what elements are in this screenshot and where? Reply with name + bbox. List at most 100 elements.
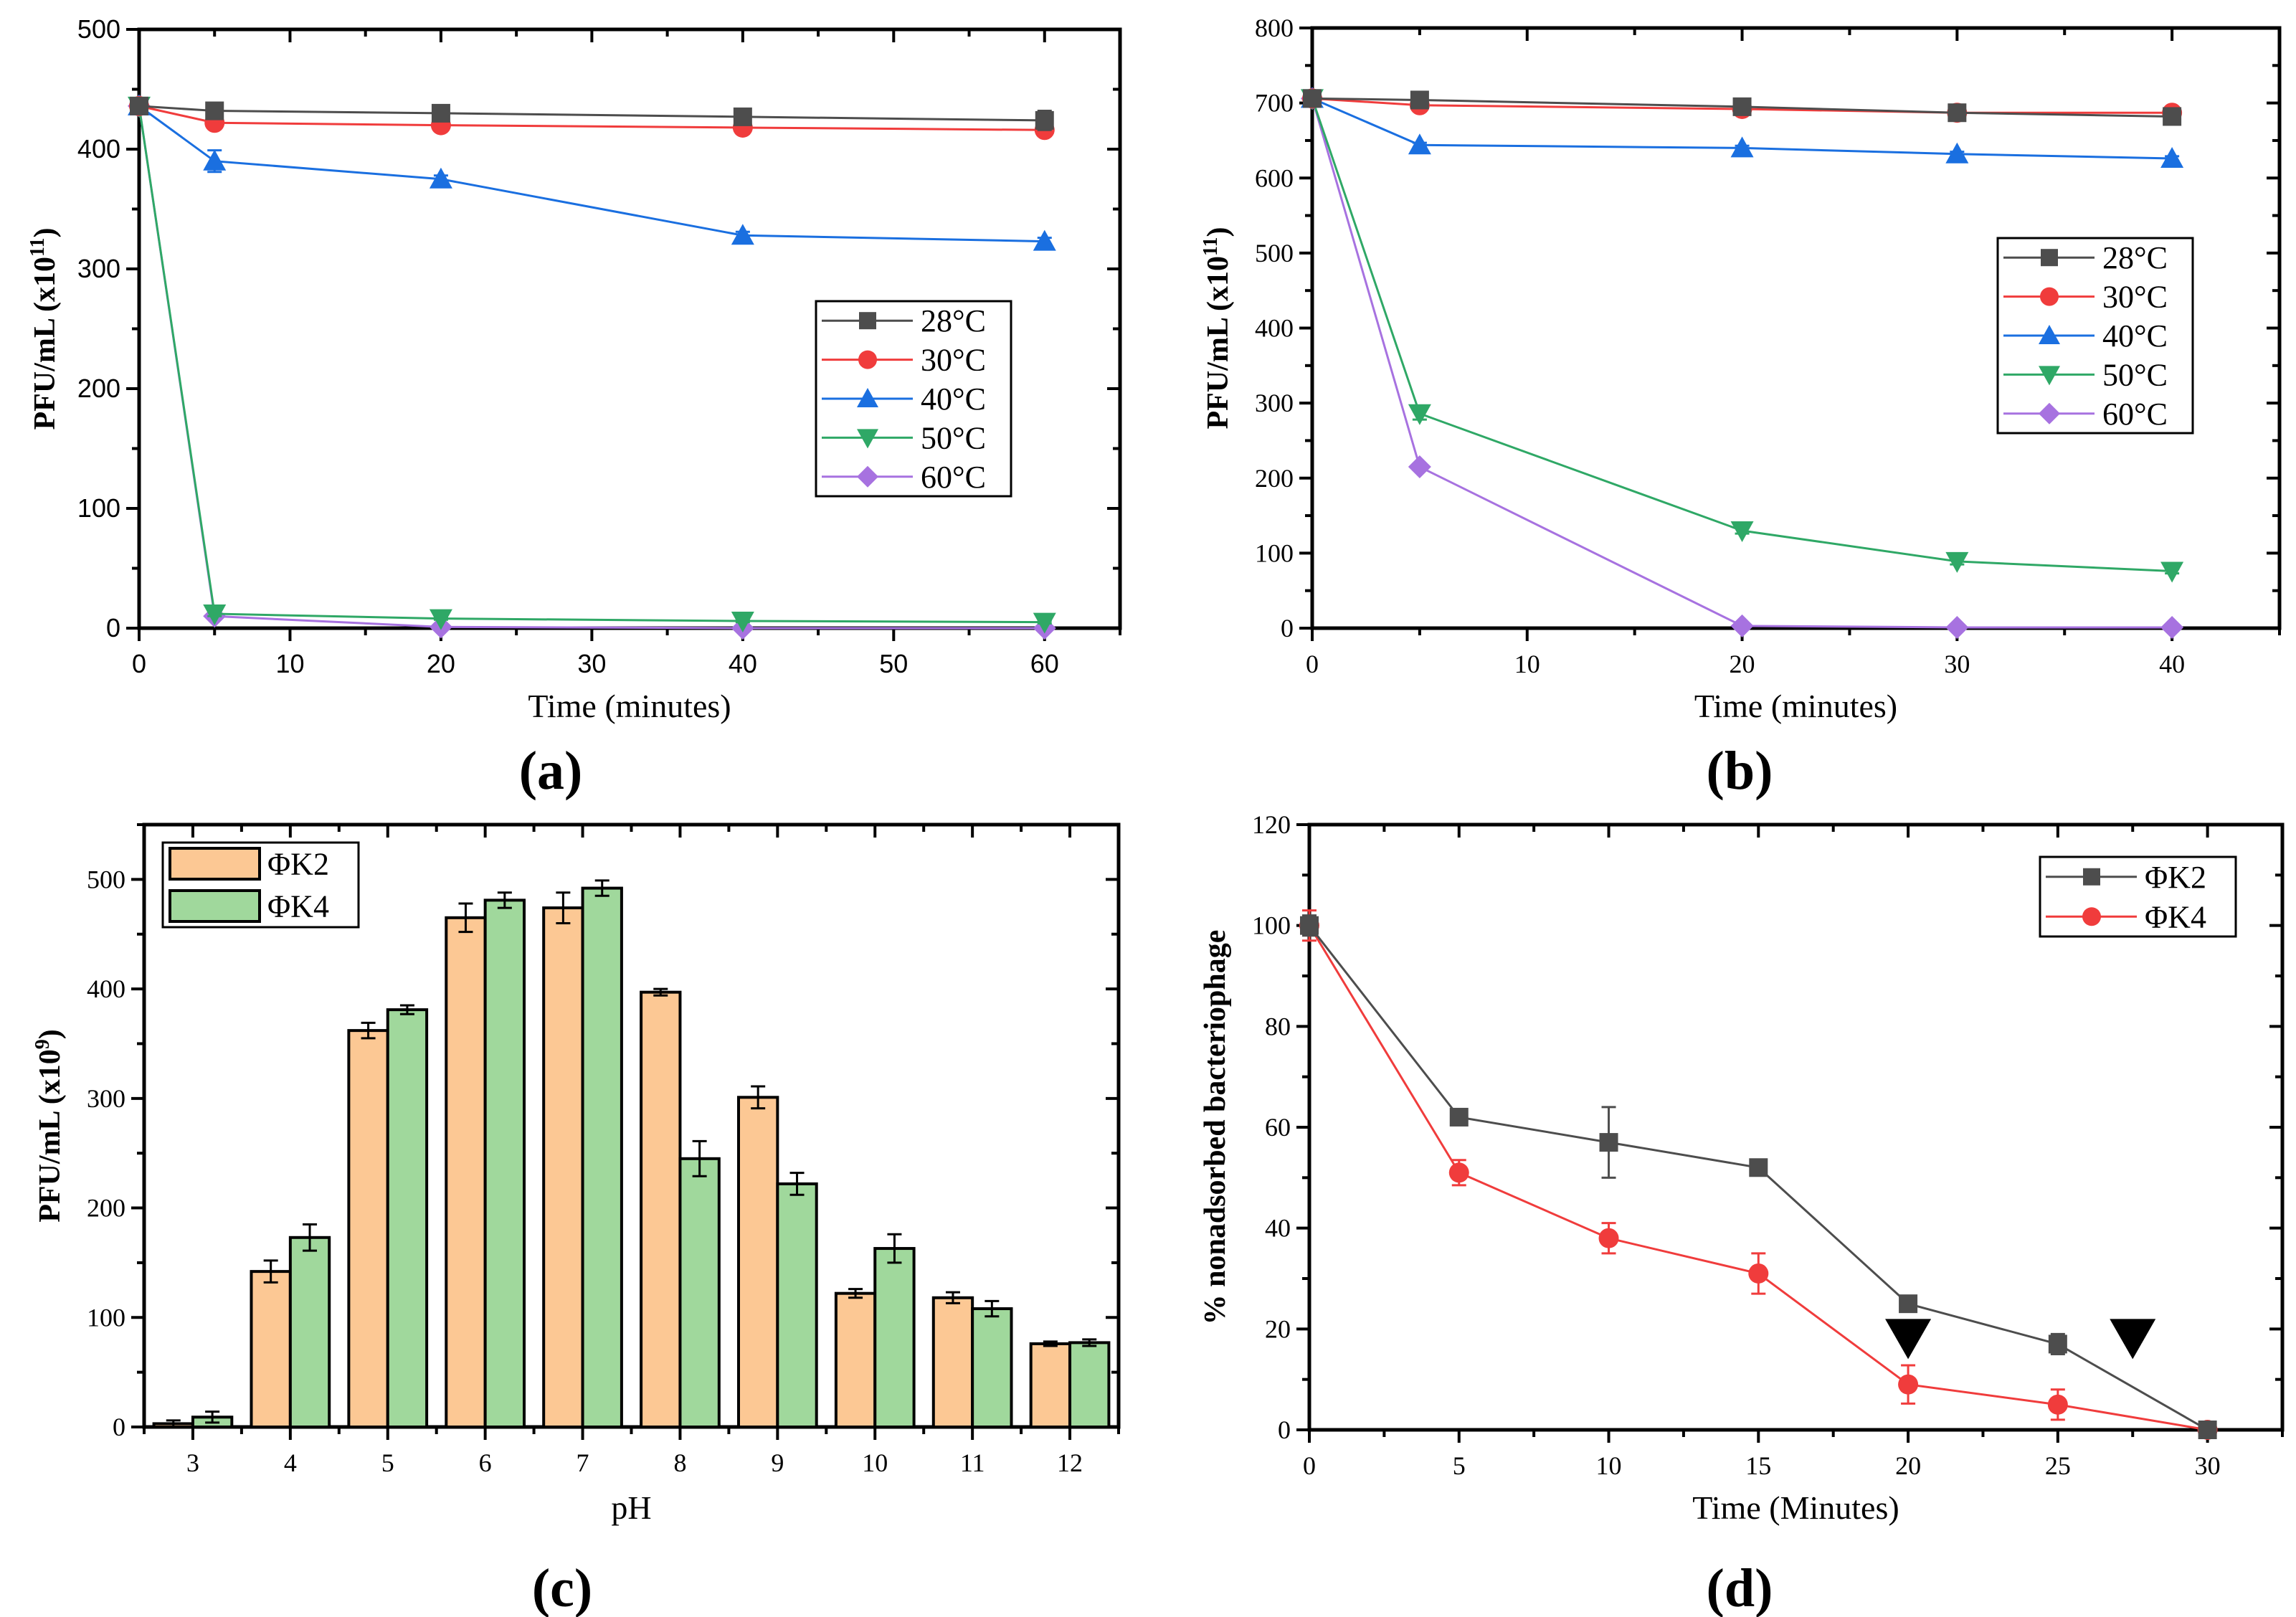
x-tick-label: 7: [577, 1448, 589, 1477]
diamond-marker-icon: [857, 465, 878, 488]
x-tick-label: 9: [771, 1448, 784, 1477]
arrowhead-down-icon: [1885, 1319, 1932, 1360]
y-tick-label: 800: [1255, 14, 1294, 42]
x-tick-label: 20: [1730, 650, 1755, 678]
circle-marker-icon: [858, 350, 877, 369]
legend-item: 40°C: [822, 381, 986, 417]
y-tick-label: 100: [87, 1303, 125, 1332]
x-tick-label: 12: [1057, 1448, 1083, 1477]
y-axis-title-close: ): [29, 228, 62, 238]
panel-label: (b): [1707, 741, 1773, 801]
data-point: [205, 101, 224, 120]
data-point: [2160, 561, 2184, 583]
x-tick-label: 30: [2195, 1451, 2221, 1480]
bar-ΦK2: [250, 1270, 292, 1429]
bar-ΦK2: [445, 916, 487, 1429]
x-tick-label: 0: [1303, 1451, 1316, 1480]
data-point: [1945, 142, 1969, 163]
data-point: [1448, 1162, 1469, 1183]
diamond-marker-icon: [2039, 402, 2060, 425]
legend-item: 30°C: [822, 343, 986, 378]
bar-ΦK4: [873, 1247, 916, 1429]
legend-item: 30°C: [2003, 280, 2168, 315]
y-tick-label: 0: [1278, 1416, 1291, 1444]
y-tick-label: 80: [1265, 1012, 1291, 1040]
legend-label: 60°C: [2102, 397, 2168, 432]
arrowhead-down-icon: [2110, 1319, 2156, 1360]
legend-label: 60°C: [921, 460, 986, 495]
y-tick-label: 500: [77, 14, 120, 44]
legend-label: ΦK4: [2145, 899, 2206, 934]
legend-swatch: [169, 889, 261, 923]
y-tick-label: 300: [87, 1084, 125, 1113]
y-tick-label: 300: [1255, 389, 1294, 417]
y-axis-title-exponent: 11: [1200, 237, 1222, 256]
series-60°C: [1301, 87, 2184, 639]
data-point: [1730, 136, 1754, 158]
legend-item: 60°C: [822, 460, 986, 495]
data-point: [429, 167, 452, 189]
y-tick-label: 200: [87, 1194, 125, 1223]
square-marker-icon: [2041, 249, 2058, 267]
triangle-up-marker-icon: [2039, 325, 2060, 344]
legend-label: 28°C: [2102, 240, 2168, 275]
y-tick-label: 0: [1281, 614, 1294, 642]
legend-item: 60°C: [2003, 397, 2168, 432]
legend-label: 50°C: [2102, 357, 2168, 392]
bar-group-pH-5: [347, 1004, 429, 1429]
bar-group-pH-10: [834, 1233, 916, 1429]
data-point: [1748, 1263, 1769, 1284]
y-tick-label: 400: [77, 134, 120, 163]
bar-group-pH-3: [152, 1410, 234, 1429]
y-tick-label: 120: [1252, 810, 1291, 839]
bar-ΦK2: [834, 1291, 877, 1428]
bar-ΦK4: [776, 1182, 818, 1428]
data-point: [431, 103, 450, 123]
data-point: [1033, 229, 1056, 251]
data-point: [1899, 1294, 1918, 1314]
data-point: [2163, 107, 2182, 126]
legend-label: 28°C: [921, 303, 986, 338]
y-tick-label: 40: [1265, 1214, 1291, 1243]
data-point: [1898, 1374, 1919, 1395]
legend-item: 28°C: [2003, 240, 2168, 275]
series-line: [1308, 924, 2208, 1431]
bar-group-pH-12: [1029, 1338, 1111, 1429]
bar-ΦK4: [581, 886, 623, 1428]
data-point: [731, 611, 754, 632]
data-point: [1732, 97, 1752, 116]
x-tick-label: 40: [729, 649, 757, 678]
legend-item: 50°C: [2003, 357, 2168, 392]
x-axis-title: Time (minutes): [1694, 688, 1897, 724]
bar-ΦK4: [386, 1008, 429, 1429]
bar-ΦK2: [347, 1029, 389, 1429]
y-tick-label: 500: [1255, 239, 1294, 267]
legend-item: 28°C: [822, 303, 986, 338]
series-28°C: [1303, 89, 2182, 126]
legend-label: ΦK4: [267, 889, 329, 924]
y-axis-title: PFU/mL (x109): [32, 1029, 67, 1222]
bar-ΦK2: [1029, 1342, 1072, 1428]
data-point: [1035, 110, 1054, 130]
x-tick-label: 30: [1944, 650, 1970, 678]
data-point: [731, 224, 754, 245]
y-tick-label: 200: [1255, 464, 1294, 493]
y-axis-title-close: ): [34, 1029, 67, 1039]
x-tick-label: 10: [1596, 1451, 1622, 1480]
legend-label: ΦK2: [267, 847, 329, 882]
x-tick-label: 5: [1453, 1451, 1466, 1480]
data-point: [2048, 1334, 2067, 1354]
data-point: [1410, 90, 1429, 110]
x-tick-label: 40: [2159, 650, 2185, 678]
x-tick-label: 30: [577, 649, 606, 678]
bar-ΦK4: [483, 898, 526, 1428]
data-point: [1033, 612, 1056, 634]
legend-item: 50°C: [822, 420, 986, 455]
data-point: [1599, 1133, 1618, 1152]
x-tick-label: 50: [879, 649, 908, 678]
x-tick-label: 10: [1514, 650, 1540, 678]
bar-group-pH-9: [736, 1085, 818, 1428]
data-point: [2160, 147, 2184, 169]
bar-group-pH-7: [542, 879, 623, 1428]
